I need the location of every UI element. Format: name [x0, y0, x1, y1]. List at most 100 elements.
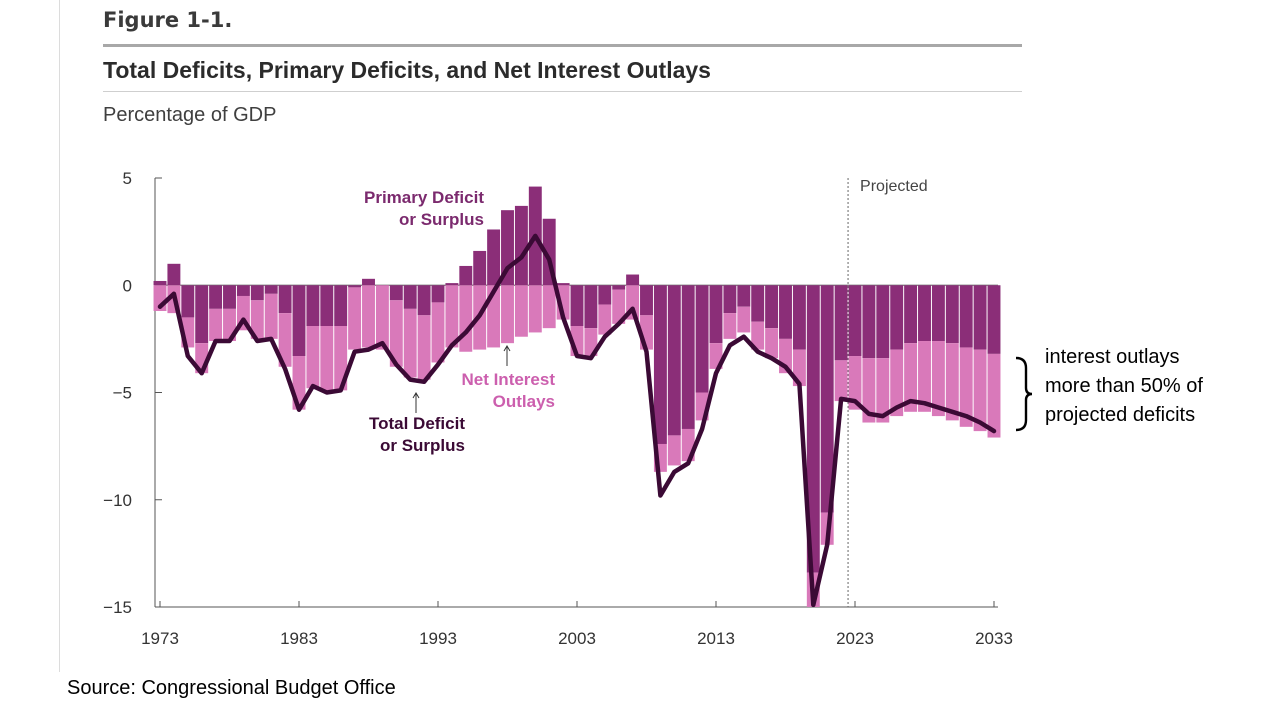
total-deficit-arrow-head — [412, 392, 420, 399]
bar-primary-deficit — [320, 285, 334, 327]
bar-primary-deficit — [487, 229, 501, 286]
y-tick-label: −5 — [113, 384, 132, 403]
bar-net-interest — [904, 343, 918, 412]
bar-primary-deficit — [348, 285, 362, 288]
bar-primary-deficit — [570, 285, 584, 327]
bar-primary-deficit — [250, 285, 264, 301]
annotation-layer: Projected Primary Deficit or Surplus Net In… — [364, 178, 928, 455]
bar-net-interest — [737, 306, 751, 333]
bar-net-interest — [667, 435, 681, 466]
bar-primary-deficit — [751, 285, 765, 322]
bar-primary-deficit — [459, 265, 473, 286]
bar-net-interest — [264, 293, 278, 339]
bar-net-interest — [431, 302, 445, 363]
bar-net-interest — [959, 347, 973, 427]
bar-primary-deficit — [584, 285, 598, 329]
x-tick-label: 2013 — [697, 629, 735, 648]
bar-primary-deficit — [904, 285, 918, 344]
bar-net-interest — [918, 341, 931, 412]
bar-primary-deficit — [945, 285, 959, 344]
chart-title: Total Deficits, Primary Deficits, and Ne… — [103, 57, 711, 83]
bar-primary-deficit — [292, 285, 306, 357]
bar-net-interest — [765, 328, 779, 359]
bar-primary-deficit — [959, 285, 973, 348]
bar-primary-deficit — [987, 285, 1001, 354]
bar-primary-deficit — [890, 285, 904, 350]
bar-primary-deficit — [806, 285, 820, 573]
bar-primary-deficit — [278, 285, 292, 314]
bar-net-interest — [348, 287, 362, 350]
bar-net-interest — [945, 343, 959, 421]
title-bottom-rule — [103, 91, 1022, 92]
bar-net-interest — [723, 313, 737, 339]
bar-primary-deficit — [473, 250, 487, 286]
bar-net-interest — [876, 358, 890, 423]
bar-net-interest — [834, 360, 848, 402]
bar-primary-deficit — [737, 285, 751, 307]
net-interest-annotation: Outlays — [493, 392, 555, 411]
bar-primary-deficit — [417, 285, 431, 316]
bar-primary-deficit — [612, 285, 626, 290]
line-layer — [157, 233, 997, 608]
bar-net-interest — [612, 289, 626, 324]
primary-deficit-annotation: or Surplus — [399, 210, 484, 229]
brace-icon — [1015, 356, 1033, 432]
bar-primary-deficit — [681, 285, 695, 429]
bar-net-interest — [931, 341, 945, 417]
bar-net-interest — [501, 285, 514, 344]
bar-primary-deficit — [556, 283, 570, 286]
bar-primary-deficit — [403, 285, 417, 309]
side-note-line: more than 50% of — [1045, 375, 1203, 397]
bar-primary-deficit — [209, 285, 223, 309]
bar-primary-deficit — [598, 285, 612, 305]
bar-net-interest — [542, 285, 556, 329]
y-tick-label: 0 — [123, 276, 132, 295]
total-deficit-line — [157, 233, 997, 608]
page-edge-line — [59, 0, 60, 672]
bar-net-interest — [250, 300, 264, 339]
bar-net-interest — [459, 285, 473, 352]
bar-net-interest — [362, 285, 375, 348]
bar-primary-deficit — [153, 280, 167, 286]
bar-primary-deficit — [640, 285, 653, 316]
bar-primary-deficit — [334, 285, 348, 327]
bar-net-interest — [278, 313, 292, 367]
bar-net-interest — [320, 326, 334, 391]
total-deficit-annotation: or Surplus — [380, 436, 465, 455]
bar-net-interest — [598, 304, 612, 335]
chart-area: 5 0 −5 −10 −15 1973 1983 1993 2003 2013 2023 2033 P… — [103, 169, 1013, 648]
bar-primary-deficit — [848, 285, 862, 357]
x-tick-label: 2033 — [975, 629, 1013, 648]
bar-net-interest — [417, 315, 431, 380]
bar-primary-deficit — [626, 274, 640, 286]
net-interest-annotation: Net Interest — [461, 370, 555, 389]
bar-net-interest — [751, 321, 765, 350]
bar-primary-deficit — [918, 285, 931, 342]
title-top-rule — [103, 44, 1022, 47]
y-tick-label: −10 — [103, 491, 132, 510]
bar-primary-deficit — [667, 285, 681, 436]
bar-net-interest — [445, 285, 459, 348]
y-tick-label: −15 — [103, 598, 132, 617]
bar-primary-deficit — [723, 285, 737, 314]
total-deficit-annotation: Total Deficit — [369, 414, 465, 433]
chart-subtitle: Percentage of GDP — [103, 104, 277, 126]
x-tick-label: 2023 — [836, 629, 874, 648]
side-note: interest outlays more than 50% of projec… — [1045, 343, 1277, 430]
source-note: Source: Congressional Budget Office — [67, 677, 396, 699]
x-tick-label: 1973 — [141, 629, 179, 648]
bar-net-interest — [334, 326, 348, 391]
bar-primary-deficit — [931, 285, 945, 342]
bar-primary-deficit — [973, 285, 987, 350]
bar-primary-deficit — [167, 263, 181, 286]
bar-net-interest — [209, 308, 223, 342]
bar-layer — [153, 186, 1001, 607]
bar-net-interest — [890, 349, 904, 417]
bar-net-interest — [403, 308, 417, 378]
bar-primary-deficit — [431, 285, 445, 303]
bar-primary-deficit — [779, 285, 792, 339]
bar-primary-deficit — [445, 283, 459, 286]
net-interest-arrow-head — [503, 345, 511, 352]
bar-primary-deficit — [306, 285, 320, 327]
bar-net-interest — [389, 300, 403, 367]
